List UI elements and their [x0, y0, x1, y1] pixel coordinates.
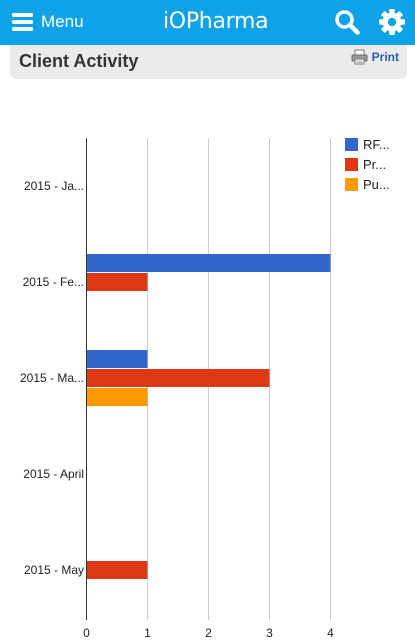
- category-label: 2015 - Ma...: [20, 371, 84, 385]
- bars: [87, 254, 331, 579]
- x-tick-label: 2: [205, 626, 212, 640]
- category-label: 2015 - April: [23, 467, 84, 481]
- category-label: 2015 - Fe...: [23, 275, 84, 289]
- client-activity-chart: 2015 - Ja... 2015 - Fe... 2015 - Ma... 2015…: [20, 137, 390, 640]
- legend-label: Pu...: [363, 177, 390, 192]
- print-label: Print: [371, 50, 399, 64]
- category-label: 2015 - May: [24, 563, 84, 577]
- legend-swatch: [345, 178, 358, 191]
- logo-suffix: Pharma: [185, 9, 269, 34]
- bar: [87, 388, 148, 406]
- bar: [87, 561, 148, 579]
- search-icon: [335, 10, 360, 35]
- legend-label: Pr...: [363, 157, 386, 172]
- x-tick-label: 1: [144, 626, 151, 640]
- printer-icon: [351, 49, 368, 65]
- category-labels: 2015 - Ja... 2015 - Fe... 2015 - Ma... 2015…: [20, 179, 84, 577]
- menu-label: Menu: [41, 12, 84, 31]
- legend-swatch: [345, 138, 358, 151]
- title-bar: Client Activity Print: [10, 45, 407, 79]
- settings-button[interactable]: [378, 8, 406, 36]
- category-label: 2015 - Ja...: [24, 179, 84, 193]
- bar: [87, 254, 331, 272]
- gear-icon: [379, 9, 405, 35]
- page-title: Client Activity: [19, 51, 139, 71]
- x-tick-label: 0: [83, 626, 90, 640]
- legend: RF... Pr... Pu...: [345, 137, 390, 192]
- x-tick-label: 4: [327, 626, 334, 640]
- print-button[interactable]: Print: [351, 49, 399, 65]
- top-navigation-bar: Menu iOPharma: [0, 0, 415, 45]
- bar: [87, 273, 148, 291]
- x-tick-labels: 0 1 2 3 4: [83, 626, 334, 640]
- bar: [87, 350, 148, 368]
- app-logo: iOPharma: [163, 9, 269, 34]
- hamburger-icon: [12, 13, 33, 31]
- legend-label: RF...: [363, 137, 390, 152]
- bar: [87, 369, 270, 387]
- logo-prefix: iO: [163, 9, 186, 34]
- legend-swatch: [345, 158, 358, 171]
- menu-button[interactable]: Menu: [12, 11, 84, 33]
- x-tick-label: 3: [266, 626, 273, 640]
- search-button[interactable]: [334, 9, 360, 35]
